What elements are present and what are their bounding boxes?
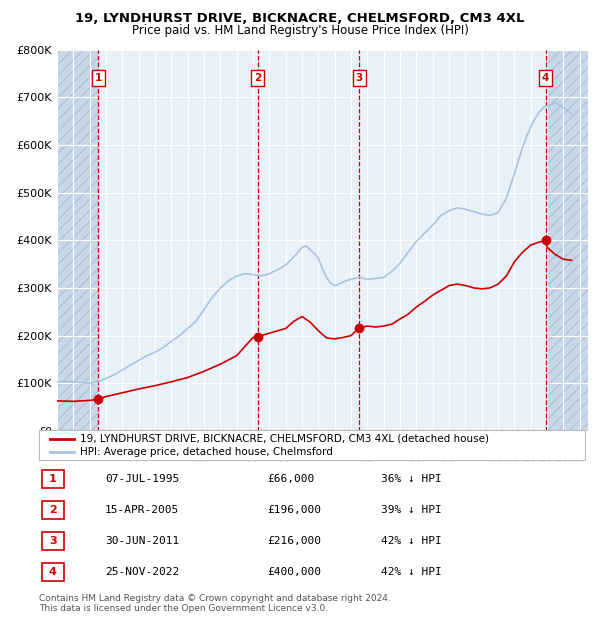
Text: 25-NOV-2022: 25-NOV-2022	[105, 567, 179, 577]
Text: 39% ↓ HPI: 39% ↓ HPI	[381, 505, 442, 515]
FancyBboxPatch shape	[42, 563, 64, 580]
Text: 1: 1	[95, 73, 102, 83]
Text: This data is licensed under the Open Government Licence v3.0.: This data is licensed under the Open Gov…	[39, 604, 328, 613]
Text: HPI: Average price, detached house, Chelmsford: HPI: Average price, detached house, Chel…	[80, 446, 333, 457]
Text: 3: 3	[49, 536, 56, 546]
Text: Contains HM Land Registry data © Crown copyright and database right 2024.: Contains HM Land Registry data © Crown c…	[39, 595, 391, 603]
Text: 36% ↓ HPI: 36% ↓ HPI	[381, 474, 442, 484]
Text: 2: 2	[49, 505, 56, 515]
Text: 1: 1	[49, 474, 56, 484]
Text: 2: 2	[254, 73, 261, 83]
FancyBboxPatch shape	[42, 501, 64, 518]
Text: 07-JUL-1995: 07-JUL-1995	[105, 474, 179, 484]
Bar	[57, 50, 98, 431]
Bar	[545, 50, 588, 431]
FancyBboxPatch shape	[42, 470, 64, 487]
Text: 15-APR-2005: 15-APR-2005	[105, 505, 179, 515]
Text: £196,000: £196,000	[267, 505, 321, 515]
Text: £216,000: £216,000	[267, 536, 321, 546]
Text: 19, LYNDHURST DRIVE, BICKNACRE, CHELMSFORD, CM3 4XL (detached house): 19, LYNDHURST DRIVE, BICKNACRE, CHELMSFO…	[80, 433, 489, 444]
Text: 19, LYNDHURST DRIVE, BICKNACRE, CHELMSFORD, CM3 4XL: 19, LYNDHURST DRIVE, BICKNACRE, CHELMSFO…	[75, 12, 525, 25]
FancyBboxPatch shape	[42, 532, 64, 549]
Text: 42% ↓ HPI: 42% ↓ HPI	[381, 567, 442, 577]
Text: 4: 4	[49, 567, 57, 577]
Text: £400,000: £400,000	[267, 567, 321, 577]
Text: 4: 4	[542, 73, 549, 83]
Text: £66,000: £66,000	[267, 474, 314, 484]
Text: Price paid vs. HM Land Registry's House Price Index (HPI): Price paid vs. HM Land Registry's House …	[131, 24, 469, 37]
Text: 42% ↓ HPI: 42% ↓ HPI	[381, 536, 442, 546]
Text: 3: 3	[355, 73, 363, 83]
Text: 30-JUN-2011: 30-JUN-2011	[105, 536, 179, 546]
